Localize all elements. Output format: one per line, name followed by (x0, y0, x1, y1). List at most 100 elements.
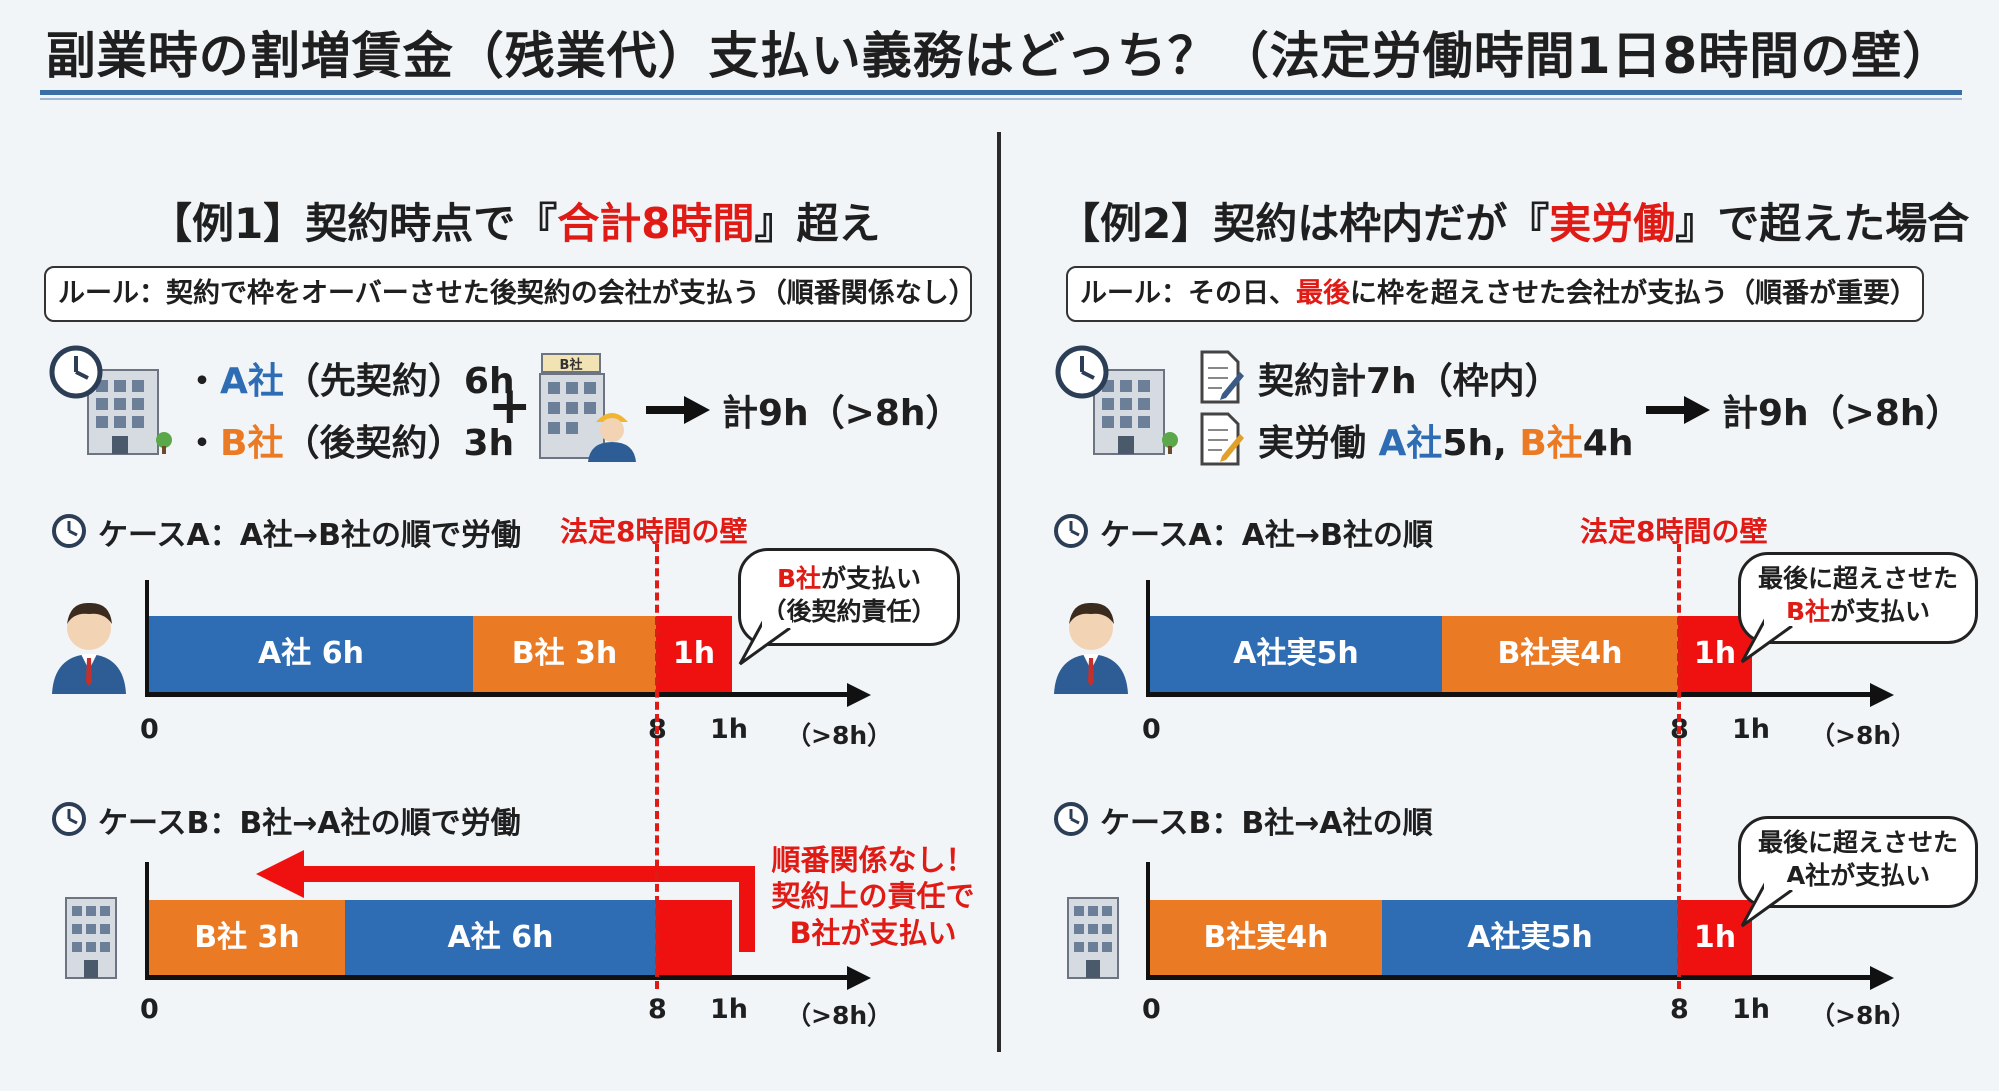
rule-post: に枠を超えさせた会社が支払う（順番が重要） (1350, 278, 1917, 309)
left-caseB-x-axis-arrow (847, 966, 871, 990)
right-caseA-y-axis (1146, 580, 1150, 696)
plus-sign: + (488, 376, 532, 436)
right-wall-label: 法定8時間の壁 (1580, 515, 1768, 548)
example1-rule-box: ルール：契約で枠をオーバーさせた後契約の会社が支払う（順番関係なし） (44, 266, 976, 322)
tick-0: 0 (140, 994, 159, 1025)
company-a-name: A社 (1378, 423, 1443, 464)
right-caseB-bar-a: A社実5h (1382, 900, 1678, 976)
right-caseB-speech-bubble: 最後に超えさせた A社が支払い (1738, 816, 1978, 908)
page-title: 副業時の割増賃金（残業代）支払い義務はどっち？（法定労働時間1日8時間の壁） (45, 27, 1954, 85)
note-line-3: B社が支払い (789, 915, 957, 950)
example2-item-contract: 契約計7h（枠内） (1258, 361, 1561, 402)
document-pen-icon (1200, 412, 1244, 466)
tick-0: 0 (1142, 714, 1161, 745)
left-caseB-y-axis (145, 862, 149, 978)
title-underline (40, 90, 1962, 95)
example2-heading-post: 』で超えた場合 (1675, 199, 1970, 248)
company-a-name: A社 (220, 361, 284, 402)
bullet: ・ (184, 423, 221, 464)
title-underline-thin (40, 98, 1962, 100)
example1-item-b: ・B社（後契約）3h (184, 414, 514, 466)
tick-0: 0 (1142, 994, 1161, 1025)
right-caseA-speech-bubble: 最後に超えさせた B社が支払い (1738, 552, 1978, 644)
clock-office-icon (1055, 345, 1178, 455)
left-caseA-label: ケースA：A社→B社の順で労働 (98, 518, 521, 553)
right-caseB-bar-overtime: 1h (1678, 900, 1752, 976)
tick-over8h: （>8h） (786, 1001, 893, 1030)
bubble-tail (738, 620, 792, 666)
document-pen-icon (1200, 350, 1244, 404)
left-caseB-red-arrow-body (300, 866, 755, 882)
example2-rule-box: ルール：その日、最後に枠を超えさせた会社が支払う（順番が重要） (1066, 266, 1924, 322)
left-caseB-red-arrow-head (256, 850, 304, 898)
bubble-text-2: A社が支払い (1785, 860, 1931, 890)
right-caseB-y-axis (1146, 862, 1150, 978)
bubble-text: 最後に超えさせた (1757, 564, 1958, 593)
tick-1h: 1h (1732, 714, 1771, 745)
tick-over8h: （>8h） (1810, 1001, 1917, 1030)
right-caseB-x-axis-arrow (1870, 966, 1894, 990)
tick-1h: 1h (710, 994, 749, 1025)
rule-pre: ルール：その日、 (1080, 278, 1296, 309)
rule-highlight: 最後 (1296, 278, 1350, 309)
left-caseB-bar-a: A社 6h (345, 900, 656, 976)
right-caseB-bar-b: B社実4h (1150, 900, 1382, 976)
example1-total: 計9h（>8h） (722, 393, 962, 434)
left-caseA-speech-bubble: B社が支払い （後契約責任） (738, 548, 960, 646)
left-caseA-x-axis-arrow (847, 683, 871, 707)
company-b-name: B社 (220, 423, 284, 464)
tick-over8h: （>8h） (1810, 721, 1917, 750)
building-icon (1067, 897, 1119, 979)
tick-8: 8 (648, 994, 667, 1025)
left-caseB-bar-b: B社 3h (149, 900, 345, 976)
left-caseA-bar-a: A社 6h (149, 616, 473, 692)
right-caseA-bar-a: A社実5h (1150, 616, 1442, 692)
tick-8: 8 (1670, 994, 1689, 1025)
building-icon (65, 897, 117, 979)
example1-heading: 【例1】契約時点で『合計8時間』超え (150, 190, 880, 251)
bubble-tail (1740, 882, 1794, 928)
tick-1h: 1h (710, 714, 749, 745)
right-caseA-x-axis (1146, 692, 1874, 697)
example1-heading-pre: 【例1】契約時点で『 (150, 199, 558, 248)
example1-item-a: ・A社（先契約）6h (184, 352, 515, 404)
clock-office-icon (49, 345, 172, 455)
note-line-2: 契約上の責任で (771, 879, 975, 914)
right-caseA-bar-b: B社実4h (1442, 616, 1678, 692)
left-caseB-bar-overtime (656, 900, 732, 976)
example2-item-actual: 実労働 A社5h, B社4h (1258, 414, 1633, 466)
company-a-hours: 5h, (1442, 423, 1520, 464)
right-caseB-label: ケースB：B社→A社の順 (1100, 806, 1433, 841)
arrow-right-head (684, 396, 710, 424)
left-caseB-label: ケースB：B社→A社の順で労働 (98, 806, 521, 841)
tick-1h: 1h (1732, 994, 1771, 1025)
item-a-detail: （先契約）6h (283, 361, 515, 402)
right-caseA-bar-overtime: 1h (1678, 616, 1752, 692)
arrow-right (1646, 406, 1686, 414)
actual-label: 実労働 (1258, 423, 1379, 464)
company-b-hours: 4h (1582, 423, 1634, 464)
building-sign-text: B社 (560, 357, 583, 373)
bubble-text: 最後に超えさせた (1757, 828, 1958, 857)
bubble-tail (1740, 618, 1794, 664)
left-caseA-y-axis (145, 580, 149, 696)
right-caseA-x-axis-arrow (1870, 683, 1894, 707)
arrow-right-head (1684, 396, 1710, 424)
note-line-1: 順番関係なし！ (771, 843, 975, 877)
left-caseA-x-axis (145, 692, 851, 697)
tick-over8h: （>8h） (786, 721, 893, 750)
right-caseB-x-axis (1146, 975, 1874, 980)
tick-0: 0 (140, 714, 159, 745)
left-caseB-note: 順番関係なし！ 契約上の責任で B社が支払い (760, 842, 986, 951)
right-legal-8h-wall-line (1677, 544, 1681, 989)
example2-heading: 【例2】契約は枠内だが『実労働』で超えた場合 (1058, 190, 1969, 251)
clock-icon (52, 802, 86, 836)
worker-building-icon: B社 (539, 353, 636, 462)
businessman-icon (52, 602, 126, 694)
example2-heading-pre: 【例2】契約は枠内だが『 (1058, 199, 1550, 248)
businessman-icon (1054, 602, 1128, 694)
clock-icon (52, 514, 86, 548)
company-b-name: B社 (1519, 423, 1583, 464)
example2-total: 計9h（>8h） (1722, 393, 1962, 434)
left-caseA-bar-b: B社 3h (473, 616, 656, 692)
